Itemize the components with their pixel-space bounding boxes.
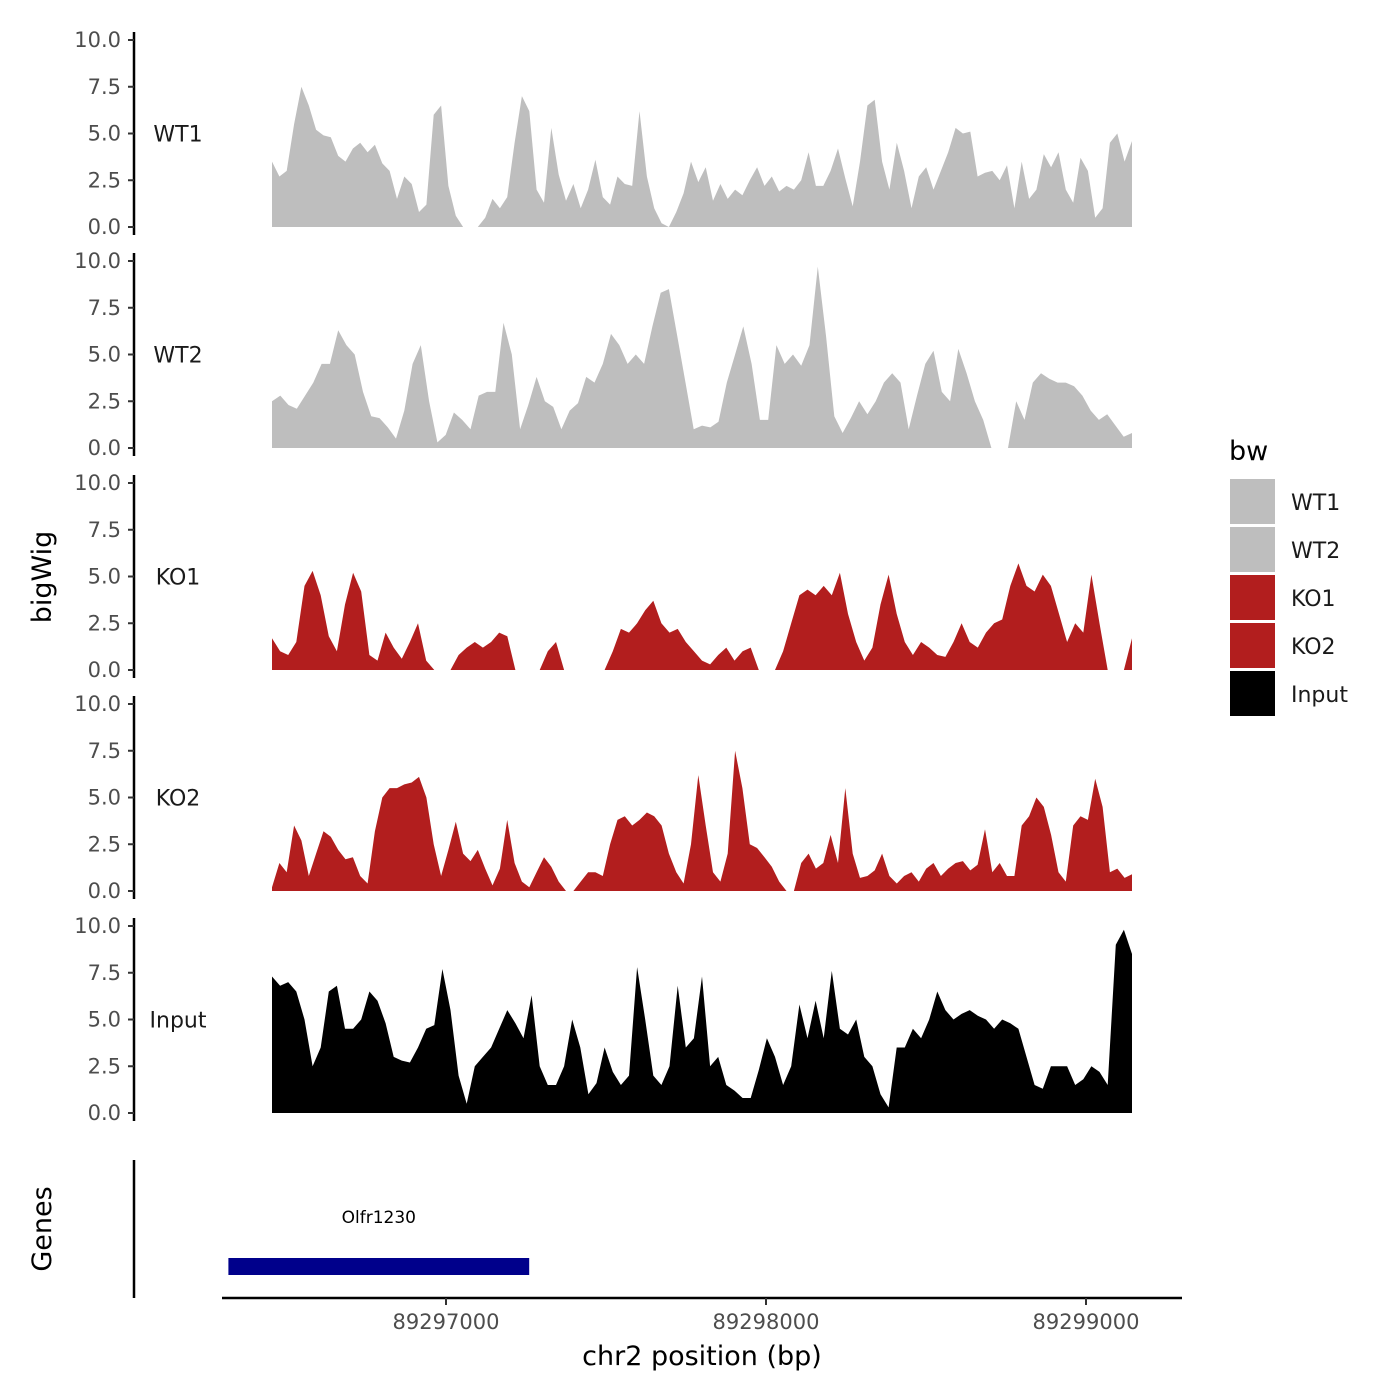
legend-swatch [1230,479,1275,524]
track-input: 0.0 2.5 5.0 7.5 10.0 Input [74,914,1132,1125]
x-tick-label: 89299000 [1033,1310,1140,1334]
track-wt2: 0.0 2.5 5.0 7.5 10.0 WT2 [74,249,1132,460]
y-tick-label: 2.5 [88,611,121,635]
gene-body [228,1258,530,1275]
y-tick-label: 5.0 [88,565,121,589]
signal-area-ko1 [272,563,1132,670]
y-tick-label: 0.0 [88,215,121,239]
y-tick-label: 2.5 [88,389,121,413]
track-wt1: 0.0 2.5 5.0 7.5 10.0 WT1 [74,28,1132,239]
gene-label: Olfr1230 [342,1208,416,1228]
y-tick-label: 2.5 [88,168,121,192]
legend-label: WT1 [1291,491,1340,516]
y-tick-label: 7.5 [88,961,121,985]
y-tick-label: 2.5 [88,832,121,856]
y-tick-label: 10.0 [74,692,121,716]
signal-area-wt1 [272,86,1132,227]
y-tick-label: 7.5 [88,518,121,542]
track-label: WT1 [153,123,202,148]
legend-label: KO2 [1291,635,1336,660]
y-tick-label: 5.0 [88,343,121,367]
track-label: KO2 [156,787,201,812]
y-tick-label: 10.0 [74,28,121,52]
y-tick-label: 10.0 [74,249,121,273]
y-tick-label: 2.5 [88,1054,121,1078]
track-label: Input [150,1009,207,1034]
genes-panel: Olfr1230 [132,1160,530,1298]
y-tick-label: 0.0 [88,1101,121,1125]
bigwig-tracks: 0.02.55.07.510.0WT10.02.55.07.510.0WT20.… [74,28,1132,1125]
track-label: KO1 [156,566,201,591]
y-tick-label: 0.0 [88,879,121,903]
signal-area-wt2 [272,266,1132,448]
track-label: WT2 [153,344,202,369]
legend-label: KO1 [1291,587,1336,612]
x-tick-label: 89298000 [713,1310,820,1334]
genes-axis-title: Genes [27,1186,58,1271]
y-tick-label: 7.5 [88,739,121,763]
y-tick-label: 10.0 [74,471,121,495]
legend-swatch [1230,527,1275,572]
legend-label: WT2 [1291,539,1340,564]
y-tick-label: 0.0 [88,658,121,682]
y-tick-label: 7.5 [88,75,121,99]
legend-swatch [1230,623,1275,668]
y-tick-label: 5.0 [88,122,121,146]
y-tick-label: 0.0 [88,436,121,460]
y-tick-label: 7.5 [88,296,121,320]
legend-swatch [1230,575,1275,620]
legend-label: Input [1291,683,1348,708]
legend-swatch [1230,671,1275,716]
signal-area-ko2 [272,750,1132,891]
y-axis-title: bigWig [27,531,58,624]
track-ko1: 0.0 2.5 5.0 7.5 10.0 KO1 [74,471,1132,682]
y-tick-label: 5.0 [88,1008,121,1032]
y-tick-label: 10.0 [74,914,121,938]
y-tick-label: 5.0 [88,786,121,810]
x-tick-label: 89297000 [393,1310,500,1334]
x-axis-title: chr2 position (bp) [582,1341,822,1372]
track-ko2: 0.0 2.5 5.0 7.5 10.0 KO2 [74,692,1132,903]
legend: bw WT1 WT2 KO1 KO2 Input [1229,436,1348,716]
signal-area-input [272,929,1132,1113]
legend-title: bw [1229,436,1268,467]
x-axis: 89297000 89298000 89299000 [222,1296,1182,1334]
